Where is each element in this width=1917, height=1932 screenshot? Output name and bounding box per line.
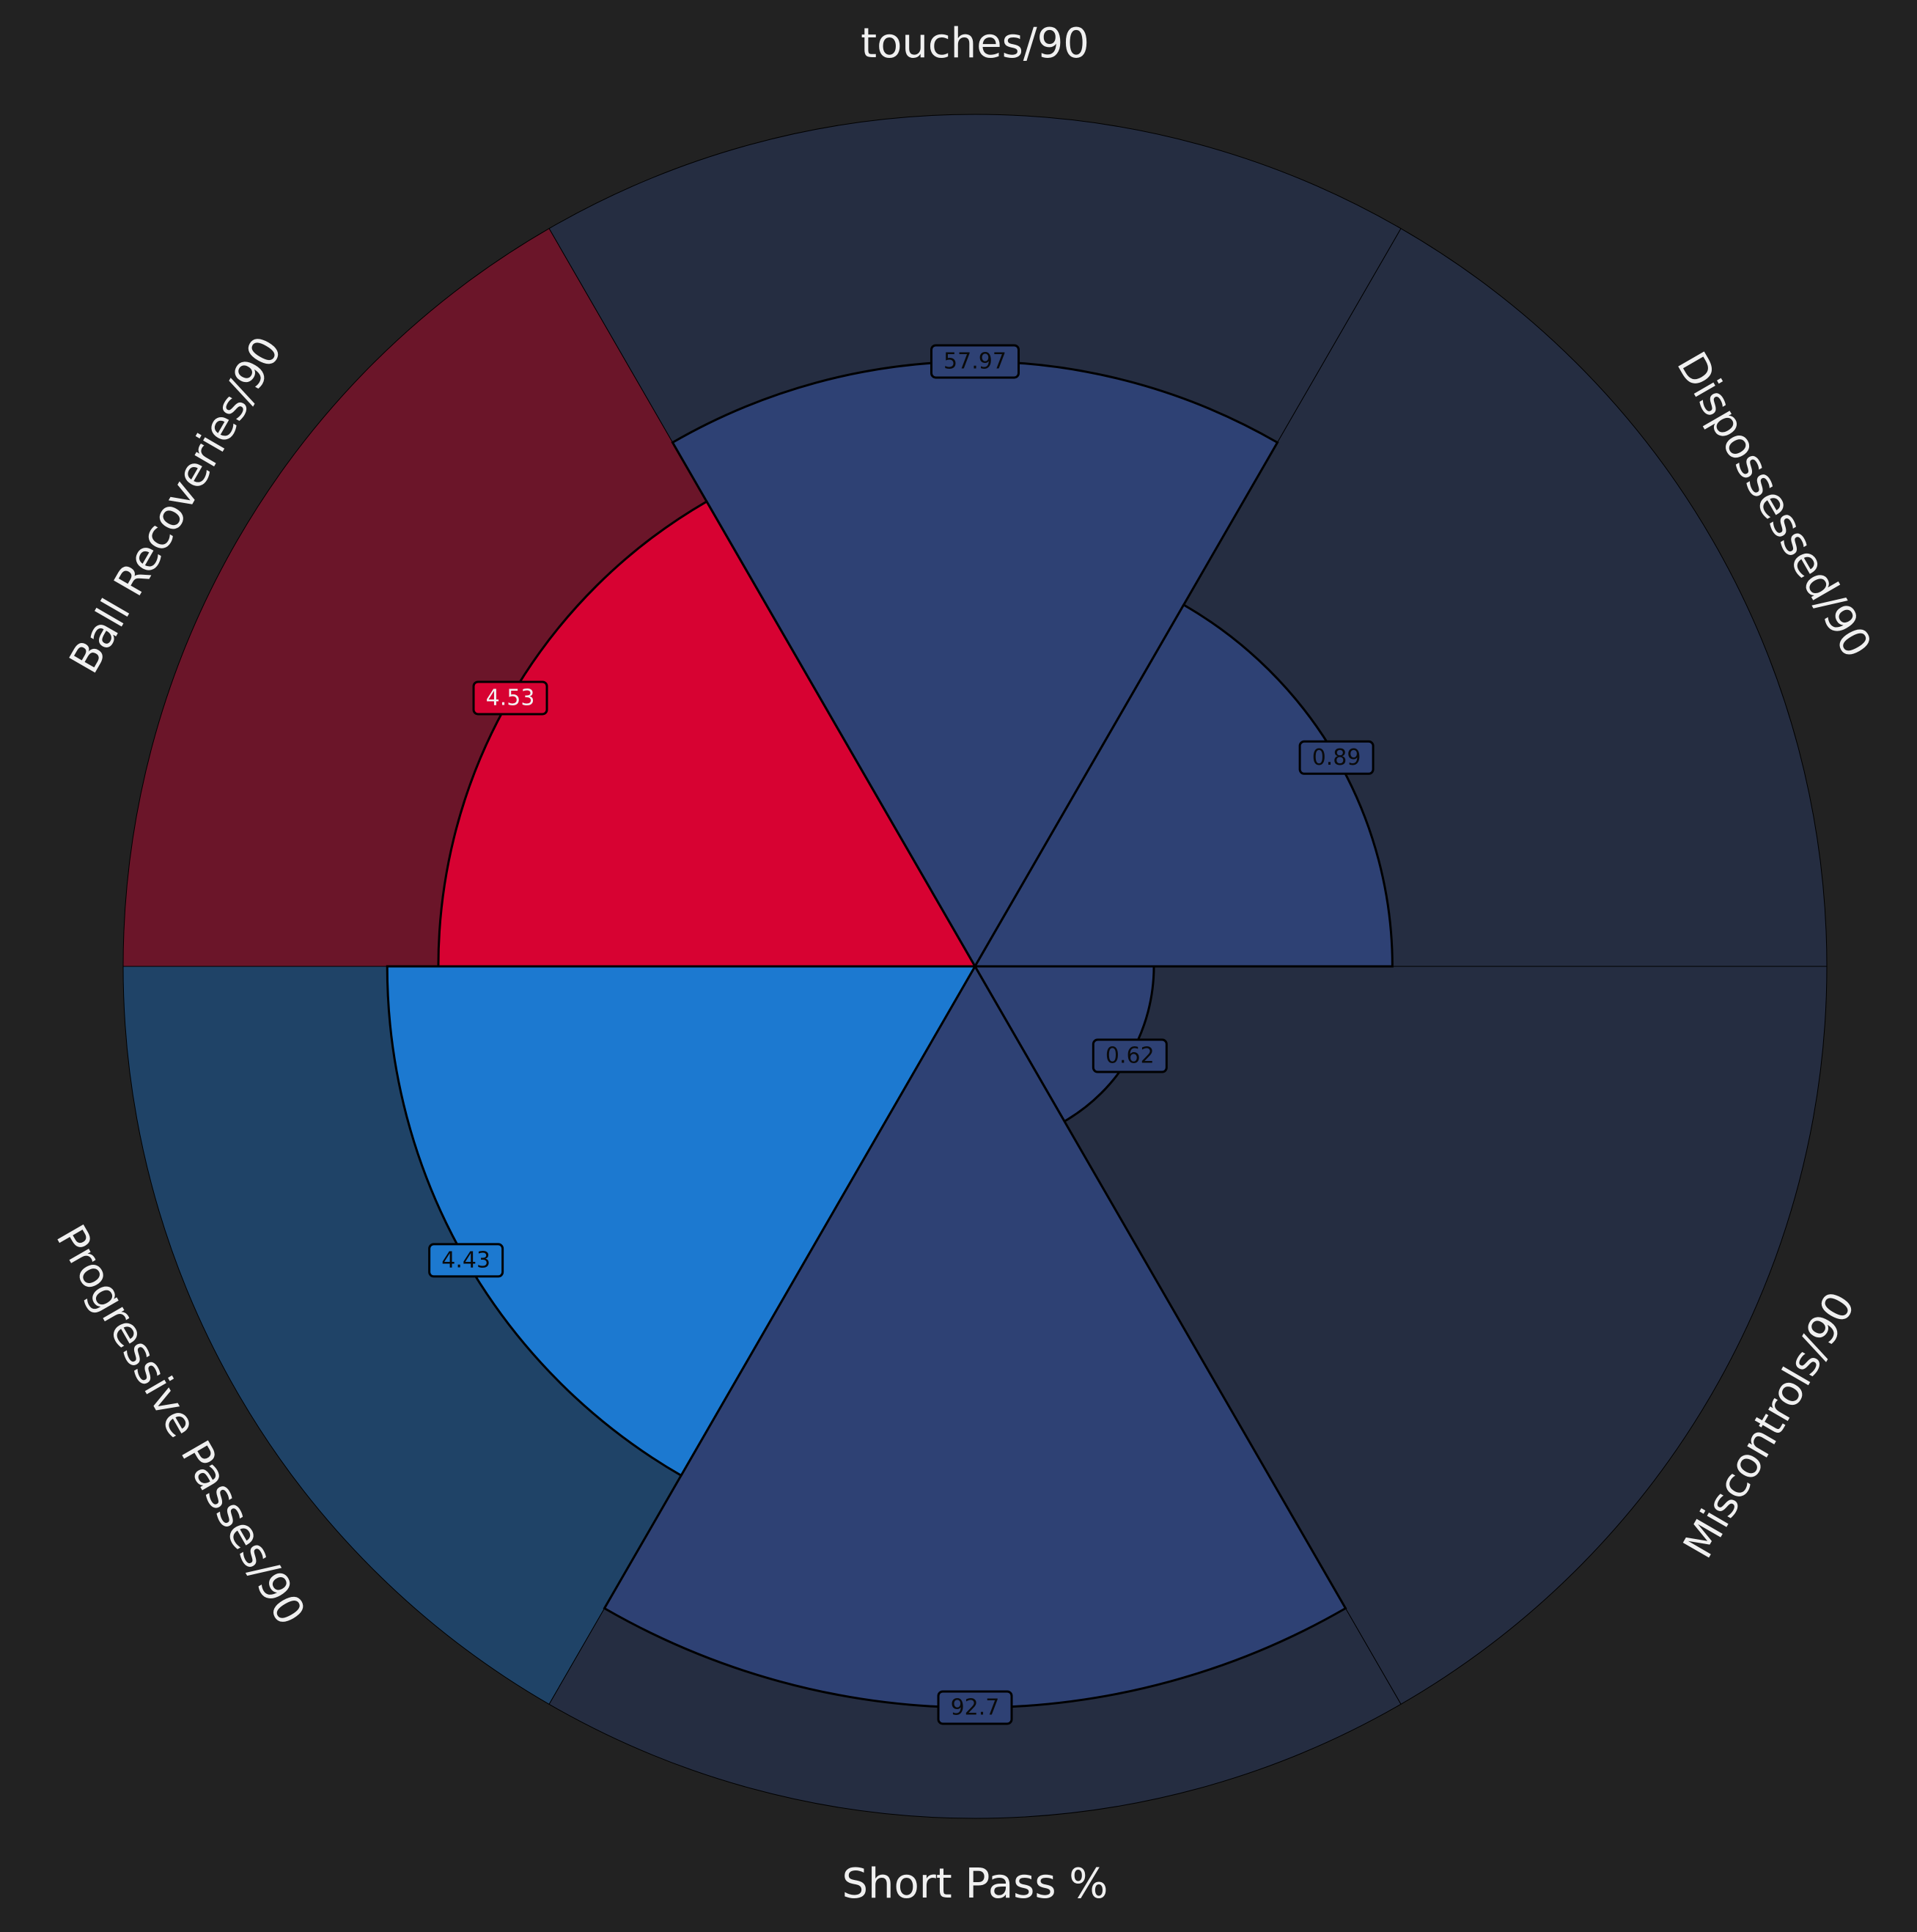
value-label-short-pass: 92.7 xyxy=(937,1690,1013,1725)
background-slice-miscontrols-90 xyxy=(974,966,1828,1705)
value-label-box-miscontrols-90 xyxy=(1092,1038,1168,1073)
value-label-text-miscontrols-90: 0.62 xyxy=(1105,1043,1155,1069)
parameter-label-short-pass: Short Pass % xyxy=(842,1860,1108,1908)
value-label-dispossessed-90: 0.89 xyxy=(1298,740,1375,775)
value-label-box-dispossessed-90 xyxy=(1298,740,1375,775)
value-label-text-short-pass: 92.7 xyxy=(951,1694,1000,1720)
parameter-label-touches-90: touches/90 xyxy=(861,20,1089,67)
value-label-box-short-pass xyxy=(937,1690,1013,1725)
value-label-touches-90: 57.97 xyxy=(930,344,1020,379)
value-label-text-dispossessed-90: 0.89 xyxy=(1312,745,1361,771)
value-label-miscontrols-90: 0.62 xyxy=(1092,1038,1168,1073)
value-label-ball-recoveries-90: 4.53 xyxy=(472,680,548,716)
value-label-text-touches-90: 57.97 xyxy=(943,348,1007,374)
value-label-text-ball-recoveries-90: 4.53 xyxy=(486,685,535,710)
value-label-text-progressive-passes-90: 4.43 xyxy=(441,1247,490,1273)
value-label-box-progressive-passes-90 xyxy=(428,1243,504,1278)
value-label-box-touches-90 xyxy=(930,344,1020,379)
value-label-box-ball-recoveries-90 xyxy=(472,680,548,716)
value-label-progressive-passes-90: 4.43 xyxy=(428,1243,504,1278)
